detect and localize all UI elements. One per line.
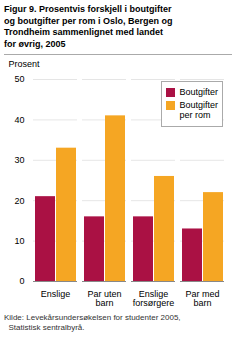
- svg-text:Prosent: Prosent: [9, 59, 41, 69]
- svg-text:10: 10: [14, 236, 24, 246]
- svg-text:50: 50: [14, 74, 24, 84]
- svg-text:20: 20: [14, 195, 24, 205]
- html-text:Figur 9. Prosentvis forskjell: Figur 9. Prosentvis forskjell i boutgift…: [4, 4, 173, 50]
- html-text:Boutgifter: Boutgifter: [179, 86, 218, 97]
- svg-text:40: 40: [14, 115, 24, 125]
- svg-text:0: 0: [19, 276, 24, 286]
- svg-text:Par medbarn: Par medbarn: [185, 289, 219, 308]
- svg-text:Par utenbarn: Par utenbarn: [87, 289, 121, 308]
- html-text:Boutgifter per rom: Boutgifter per rom: [179, 99, 218, 121]
- svg-text:30: 30: [14, 155, 24, 165]
- svg-text:Enslige: Enslige: [41, 289, 71, 299]
- html-text:Kilde: Levekårsundersøkelsen f: Kilde: Levekårsundersøkelsen for student…: [4, 312, 181, 332]
- svg-text:Ensligeforsørgere: Ensligeforsørgere: [133, 289, 175, 308]
